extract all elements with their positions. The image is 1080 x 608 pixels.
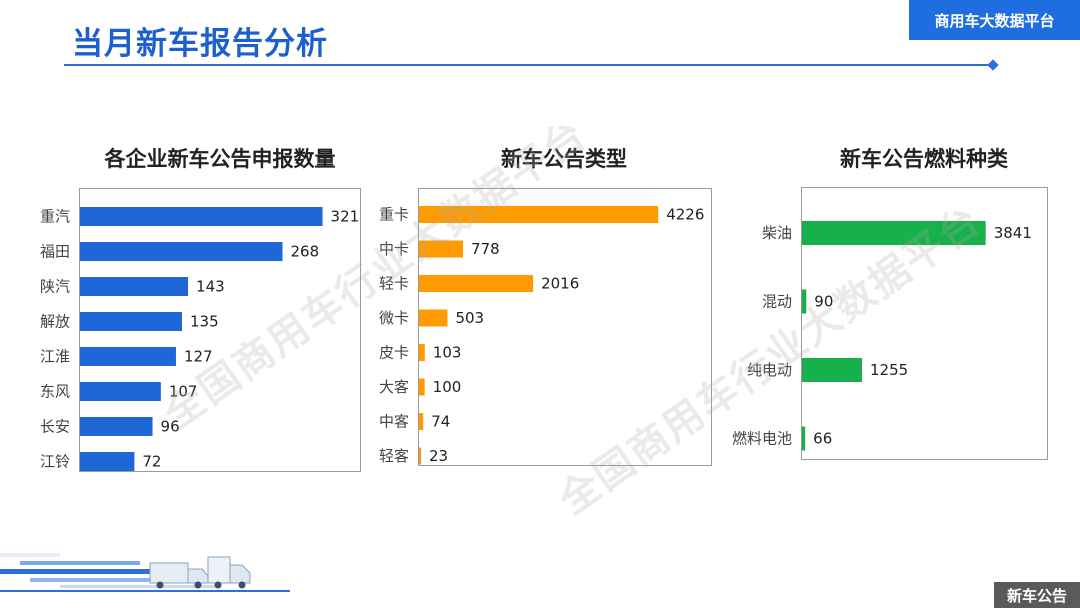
category-label-enterprise: 陕汽 <box>40 278 70 296</box>
bar-vehicle-type <box>419 378 425 396</box>
section-badge: 新车公告 <box>994 582 1080 608</box>
data-label-enterprise: 72 <box>142 453 161 471</box>
category-label-vehicle-type: 皮卡 <box>379 344 409 362</box>
bar-enterprise <box>80 417 153 436</box>
bar-enterprise <box>80 347 176 366</box>
title-divider-end-dot <box>987 59 999 71</box>
category-label-enterprise: 东风 <box>40 383 70 401</box>
bar-chart-fuel-type: 柴油 3841 混动 90 纯电动 1255 燃料电池 66 <box>732 221 1032 451</box>
bar-enterprise <box>80 242 283 261</box>
category-label-vehicle-type: 轻客 <box>379 447 409 465</box>
data-label-vehicle-type: 778 <box>471 240 500 258</box>
page-title: 当月新车报告分析 <box>72 26 328 62</box>
bar-vehicle-type <box>419 275 534 292</box>
data-label-enterprise: 96 <box>161 418 180 436</box>
bar-vehicle-type <box>419 413 424 430</box>
category-label-vehicle-type: 重卡 <box>379 206 409 224</box>
category-label-enterprise: 江淮 <box>40 348 70 366</box>
category-label-vehicle-type: 中卡 <box>379 240 409 258</box>
category-label-fuel-type: 混动 <box>762 293 792 311</box>
category-label-enterprise: 重汽 <box>40 208 70 226</box>
chart-title-fuel-type: 新车公告燃料种类 <box>840 147 1008 171</box>
data-label-enterprise: 321 <box>331 208 360 226</box>
platform-badge: 商用车大数据平台 <box>909 0 1080 40</box>
bar-fuel-type <box>802 289 807 314</box>
category-label-vehicle-type: 中客 <box>379 413 409 431</box>
data-label-fuel-type: 3841 <box>994 224 1032 242</box>
category-label-vehicle-type: 微卡 <box>379 309 409 327</box>
category-label-enterprise: 长安 <box>40 418 70 436</box>
category-label-enterprise: 福田 <box>40 243 70 261</box>
data-label-vehicle-type: 74 <box>431 413 450 431</box>
data-label-fuel-type: 90 <box>814 293 833 311</box>
chart-title-enterprise: 各企业新车公告申报数量 <box>104 147 336 171</box>
bar-vehicle-type <box>419 344 425 361</box>
data-label-fuel-type: 1255 <box>870 361 908 379</box>
data-label-enterprise: 268 <box>290 243 319 261</box>
data-label-vehicle-type: 2016 <box>541 275 579 293</box>
bar-fuel-type <box>802 358 863 382</box>
bar-enterprise <box>80 277 189 296</box>
data-label-vehicle-type: 503 <box>455 309 484 327</box>
bar-fuel-type <box>802 221 986 245</box>
bar-vehicle-type <box>419 206 659 223</box>
bar-vehicle-type <box>419 447 421 465</box>
bar-chart-enterprise: 重汽 321 福田 268 陕汽 143 解放 135 江淮 127 东风 107 长安 96 江铃 72 <box>40 207 360 471</box>
category-label-fuel-type: 纯电动 <box>747 361 792 379</box>
bar-enterprise <box>80 382 161 401</box>
category-label-vehicle-type: 轻卡 <box>379 275 409 293</box>
trucks-graphic <box>0 553 290 592</box>
data-label-fuel-type: 66 <box>813 430 832 448</box>
bar-enterprise <box>80 312 182 331</box>
chart-title-vehicle-type: 新车公告类型 <box>501 147 627 171</box>
data-label-vehicle-type: 23 <box>429 447 448 465</box>
bar-vehicle-type <box>419 309 448 327</box>
chart-panel-vehicle-type <box>418 188 712 466</box>
bar-enterprise <box>80 207 323 226</box>
data-label-enterprise: 127 <box>184 348 213 366</box>
category-label-fuel-type: 燃料电池 <box>732 430 792 448</box>
category-label-fuel-type: 柴油 <box>762 224 792 242</box>
data-label-enterprise: 135 <box>190 313 219 331</box>
data-label-vehicle-type: 103 <box>433 344 462 362</box>
title-divider <box>64 64 994 66</box>
bar-chart-vehicle-type: 重卡 4226 中卡 778 轻卡 2016 微卡 503 皮卡 103 大客 100 中客 74 轻客 23 <box>379 206 704 466</box>
data-label-vehicle-type: 4226 <box>666 206 704 224</box>
chart-panel-enterprise <box>79 188 361 472</box>
bar-fuel-type <box>802 426 806 451</box>
data-label-vehicle-type: 100 <box>433 378 462 396</box>
data-label-enterprise: 143 <box>196 278 225 296</box>
data-label-enterprise: 107 <box>169 383 198 401</box>
category-label-vehicle-type: 大客 <box>379 378 409 396</box>
chart-panel-fuel-type <box>801 187 1048 460</box>
category-label-enterprise: 解放 <box>40 313 70 331</box>
category-label-enterprise: 江铃 <box>40 453 70 471</box>
bar-vehicle-type <box>419 240 464 258</box>
bar-enterprise <box>80 452 135 471</box>
